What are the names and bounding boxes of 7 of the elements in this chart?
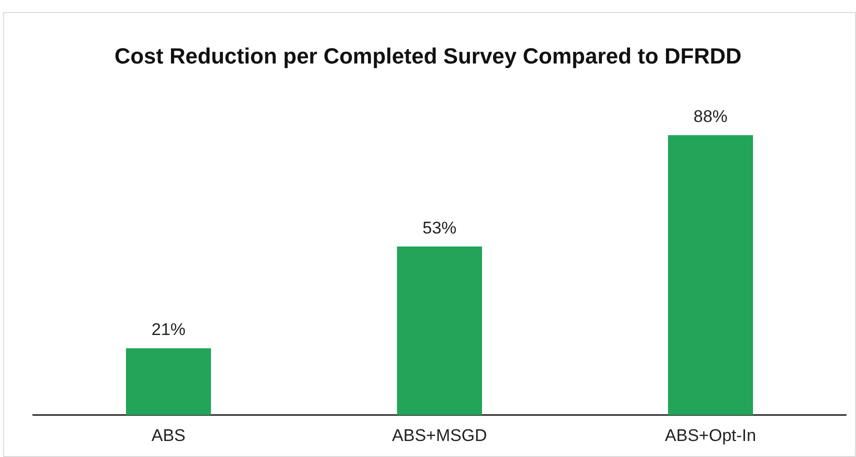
x-tick-label: ABS+MSGD — [392, 426, 487, 445]
data-label: 53% — [422, 218, 457, 238]
x-tick-label: ABS+Opt-In — [664, 426, 756, 445]
data-label: 88% — [693, 107, 728, 126]
chart-title: Cost Reduction per Completed Survey Compared to DFRDD — [114, 44, 742, 68]
data-label: 21% — [151, 320, 186, 340]
x-tick-label: ABS — [151, 426, 186, 445]
